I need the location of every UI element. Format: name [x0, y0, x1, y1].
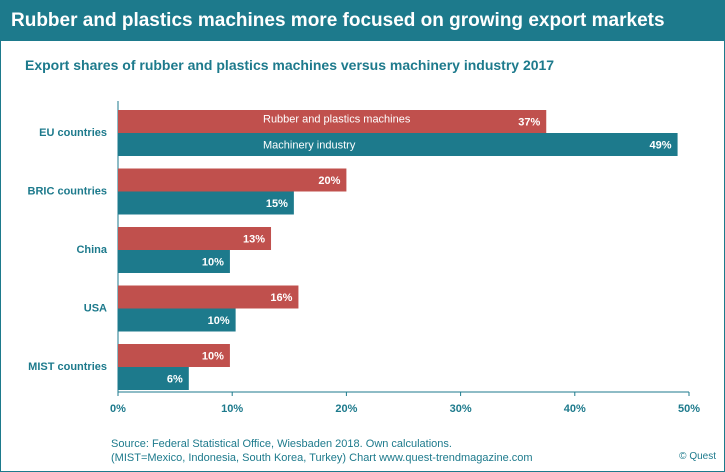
bar [118, 285, 299, 309]
page-title: Rubber and plastics machines more focuse… [1, 1, 724, 41]
bar [118, 227, 272, 250]
category-label: EU countries [39, 127, 107, 139]
data-label: 16% [270, 292, 292, 304]
chart-title: Export shares of rubber and plastics mac… [25, 57, 555, 73]
data-label: 10% [202, 257, 224, 269]
source-line-1: Source: Federal Statistical Office, Wies… [111, 438, 452, 450]
data-label: 15% [266, 198, 288, 210]
data-label: 13% [243, 234, 265, 246]
data-label: 37% [518, 117, 540, 129]
bar [118, 133, 678, 156]
bar [118, 110, 547, 133]
copyright: © Quest [679, 451, 716, 462]
x-tick-label: 30% [450, 403, 472, 415]
bar [118, 344, 230, 367]
category-label: MIST countries [28, 361, 107, 373]
legend-label: Rubber and plastics machines [263, 114, 411, 126]
data-label: 6% [167, 374, 183, 386]
data-label: 49% [650, 140, 672, 152]
data-label: 20% [318, 175, 340, 187]
x-tick-label: 0% [110, 403, 126, 415]
x-tick-label: 50% [678, 403, 700, 415]
bar [118, 168, 347, 192]
bar [118, 191, 294, 215]
bar [118, 308, 236, 332]
bar [118, 367, 189, 390]
source-note: Source: Federal Statistical Office, Wies… [111, 437, 533, 465]
bar-chart: 0% 10% 20% 30% 40% 50% EU countries 37% Rubber a… [28, 101, 700, 415]
data-label: 10% [202, 351, 224, 363]
category-label: USA [84, 303, 107, 315]
category-label: BRIC countries [28, 186, 107, 198]
category-label: China [76, 244, 107, 256]
bar [118, 250, 230, 273]
x-tick-label: 40% [564, 403, 586, 415]
data-label: 10% [208, 315, 230, 327]
legend-label: Machinery industry [263, 140, 356, 152]
x-tick-label: 20% [335, 403, 357, 415]
source-line-2: (MIST=Mexico, Indonesia, South Korea, Tu… [111, 452, 533, 464]
x-tick-label: 10% [221, 403, 243, 415]
